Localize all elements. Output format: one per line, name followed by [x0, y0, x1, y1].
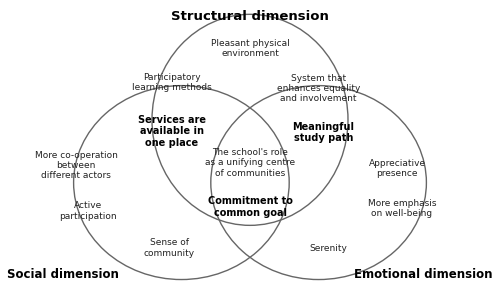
Text: Social dimension: Social dimension [8, 268, 119, 281]
Text: The school's role
as a unifying centre
of communities: The school's role as a unifying centre o… [205, 148, 295, 178]
Text: Sense of
community: Sense of community [144, 238, 194, 258]
Text: Serenity: Serenity [310, 244, 348, 253]
Text: System that
enhances equality
and involvement: System that enhances equality and involv… [277, 74, 360, 103]
Text: Appreciative
presence: Appreciative presence [368, 159, 426, 178]
Text: Services are
available in
one place: Services are available in one place [138, 115, 205, 148]
Text: Pleasant physical
environment: Pleasant physical environment [210, 39, 290, 58]
Text: Emotional dimension: Emotional dimension [354, 268, 492, 281]
Text: Active
participation: Active participation [60, 201, 117, 221]
Text: Participatory
learning methods: Participatory learning methods [132, 73, 212, 93]
Text: More emphasis
on well-being: More emphasis on well-being [368, 198, 436, 218]
Text: Structural dimension: Structural dimension [171, 10, 329, 23]
Text: Commitment to
common goal: Commitment to common goal [208, 196, 292, 218]
Text: More co-operation
between
different actors: More co-operation between different acto… [34, 150, 117, 180]
Text: Meaningful
study path: Meaningful study path [292, 122, 354, 143]
